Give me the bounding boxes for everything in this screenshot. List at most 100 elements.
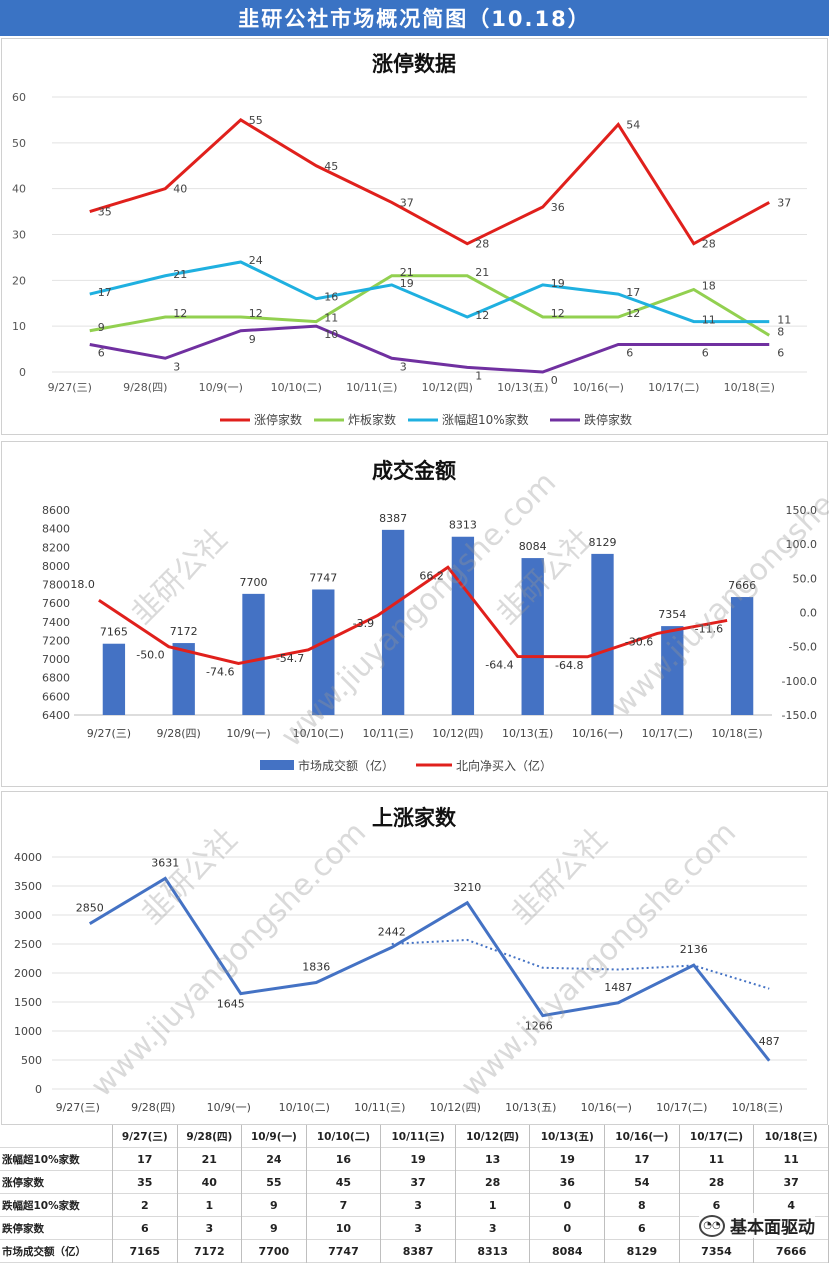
y-tick-label: 7200 xyxy=(42,634,70,647)
x-tick-label: 10/17(二) xyxy=(642,727,693,740)
bar xyxy=(661,626,684,715)
data-label: 12 xyxy=(249,307,263,320)
table-cell: 11 xyxy=(753,1147,829,1171)
chart-title: 成交金额 xyxy=(372,459,456,483)
table-cell: 7172 xyxy=(177,1239,243,1263)
turnover-chart: 成交金额 6400 6600 6800 7000 7200 7400 7600 7800 8000… xyxy=(42,459,818,773)
wechat-icon: ◔◔ xyxy=(699,1214,725,1237)
legend-label: 涨幅超10%家数 xyxy=(442,412,529,427)
table-cell: 45 xyxy=(306,1170,382,1194)
bar xyxy=(381,529,405,715)
x-tick-label: 10/16(一) xyxy=(573,381,624,394)
table-cell: 6 xyxy=(679,1193,755,1217)
x-tick-label: 10/13(五) xyxy=(502,727,553,740)
data-label: 11 xyxy=(702,314,716,327)
y-tick-label: 1500 xyxy=(14,996,42,1009)
y-tick-label: 8000 xyxy=(42,560,70,573)
data-label: 19 xyxy=(400,277,414,290)
table-cell: 1 xyxy=(177,1193,243,1217)
x-tick-label: 10/13(五) xyxy=(497,381,548,394)
legend-label: 涨停家数 xyxy=(254,412,302,427)
advancers-chart-panel: 上涨家数 0 500 1000 1500 2000 2500 3000 3500 4000 9/27… xyxy=(1,791,828,1125)
table-header-cell: 10/9(一) xyxy=(241,1125,307,1148)
table-cell: 11 xyxy=(679,1147,755,1171)
y-tick-label: 60 xyxy=(12,91,26,104)
x-tick-label: 9/27(三) xyxy=(87,727,131,740)
legend-label: 市场成交额（亿） xyxy=(298,758,394,773)
data-label: 37 xyxy=(400,196,414,209)
y-tick-label: 30 xyxy=(12,229,26,242)
data-label: 9 xyxy=(98,321,105,334)
table-cell: 9 xyxy=(241,1216,307,1240)
data-label: 21 xyxy=(475,266,489,279)
data-label: 45 xyxy=(324,160,338,173)
y-tick-label: 6600 xyxy=(42,690,70,703)
y2-tick-label: 150.0 xyxy=(786,504,818,517)
series-line xyxy=(89,324,770,374)
x-tick-label: 10/16(一) xyxy=(581,1101,632,1114)
line-label: -3.9 xyxy=(353,617,374,630)
data-label: 21 xyxy=(400,266,414,279)
x-tick-label: 10/10(二) xyxy=(293,727,344,740)
data-label: 0 xyxy=(551,374,558,387)
y-tick-label: 2000 xyxy=(14,967,42,980)
x-tick-label: 10/10(二) xyxy=(271,381,322,394)
x-tick-label: 10/13(五) xyxy=(505,1101,556,1114)
bar-label: 7354 xyxy=(658,608,686,621)
y-tick-label: 7800 xyxy=(42,579,70,592)
table-header-cell: 10/10(二) xyxy=(306,1125,382,1148)
bar-label: 8313 xyxy=(449,519,477,532)
bar-label: 8387 xyxy=(379,512,407,525)
x-tick-label: 9/27(三) xyxy=(48,381,92,394)
bar-label: 7172 xyxy=(170,625,198,638)
y-tick-label: 8600 xyxy=(42,504,70,517)
x-tick-label: 10/18(三) xyxy=(732,1101,783,1114)
table-cell: 19 xyxy=(529,1147,606,1171)
table-header-cell: 10/18(三) xyxy=(753,1125,829,1148)
data-label: 21 xyxy=(173,268,187,281)
table-cell: 28 xyxy=(679,1170,755,1194)
table-cell: 8313 xyxy=(455,1239,531,1263)
data-label: 40 xyxy=(173,183,187,196)
y-tick-label: 7600 xyxy=(42,597,70,610)
y-tick-label: 0 xyxy=(19,366,26,379)
table-cell: 13 xyxy=(455,1147,531,1171)
x-tick-label: 10/9(一) xyxy=(199,381,243,394)
data-label: 17 xyxy=(626,286,640,299)
table-cell: 37 xyxy=(380,1170,456,1194)
data-label: 6 xyxy=(98,347,105,360)
table-header-cell: 9/28(四) xyxy=(177,1125,243,1148)
table-header-cell: 10/11(三) xyxy=(380,1125,456,1148)
table-cell: 28 xyxy=(455,1170,531,1194)
table-row: 跌停家数 6 3 9 10 3 3 0 6 xyxy=(0,1216,829,1240)
x-tick-label: 9/28(四) xyxy=(157,727,201,740)
table-header-row: 9/27(三) 9/28(四) 10/9(一) 10/10(二) 10/11(三) 10/… xyxy=(0,1125,829,1148)
x-tick-label: 10/11(三) xyxy=(362,727,413,740)
table-cell: 7700 xyxy=(241,1239,307,1263)
x-tick-label: 10/17(二) xyxy=(648,381,699,394)
data-label: 24 xyxy=(249,254,263,267)
y2-tick-label: 100.0 xyxy=(786,538,818,551)
data-label: 36 xyxy=(551,201,565,214)
data-label: 17 xyxy=(98,286,112,299)
line-label: 66.2 xyxy=(419,569,444,582)
data-label: 12 xyxy=(626,307,640,320)
row-label: 市场成交额（亿） xyxy=(0,1239,113,1263)
table-row: 涨幅超10%家数 17 21 24 16 19 13 19 17 11 11 xyxy=(0,1147,829,1171)
data-label: 9 xyxy=(249,333,256,346)
data-label: 12 xyxy=(475,309,489,322)
data-label: 18 xyxy=(702,280,716,293)
data-label: 3631 xyxy=(151,856,179,869)
y-tick-label: 50 xyxy=(12,137,26,150)
y2-tick-label: -100.0 xyxy=(782,675,817,688)
y-tick-label: 1000 xyxy=(14,1025,42,1038)
data-label: 11 xyxy=(777,314,791,327)
line-label: -74.6 xyxy=(206,665,234,678)
row-label: 跌停家数 xyxy=(0,1216,113,1240)
table-cell: 10 xyxy=(306,1216,382,1240)
data-label: 1836 xyxy=(302,961,330,974)
chart-title: 上涨家数 xyxy=(372,806,457,830)
table-cell: 8 xyxy=(604,1193,680,1217)
brand: ◔◔ 基本面驱动 xyxy=(699,1213,815,1238)
data-label: 12 xyxy=(173,307,187,320)
